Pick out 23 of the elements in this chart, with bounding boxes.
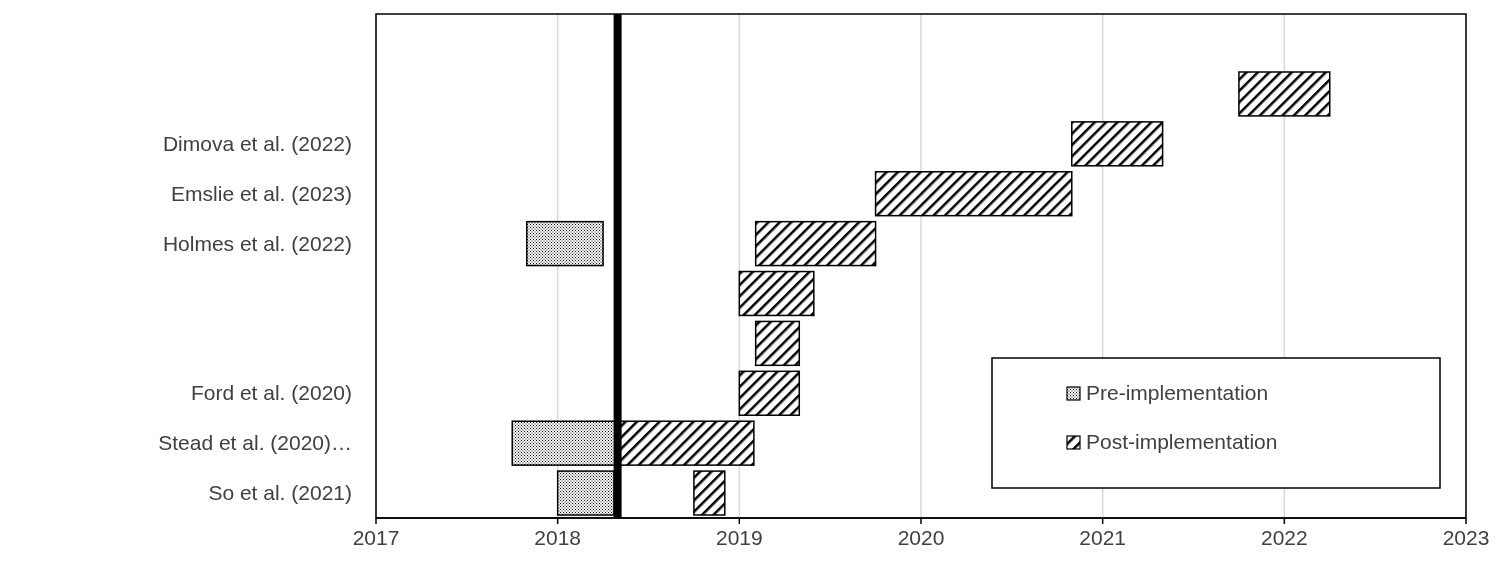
y-tick-label: Stead et al. (2020)… <box>158 431 352 455</box>
bar <box>1238 71 1331 117</box>
x-tick-label: 2023 <box>1442 526 1490 549</box>
bar <box>738 370 801 416</box>
y-tick-label: Holmes et al. (2022) <box>162 231 352 255</box>
x-tick-label: 2018 <box>534 526 582 549</box>
y-tick-label: Dimova et al. (2022) <box>162 131 352 155</box>
y-tick-label: So et al. (2021) <box>208 481 352 505</box>
bar <box>874 171 1073 217</box>
bar <box>754 320 801 367</box>
x-tick-label: 2021 <box>1079 526 1127 549</box>
bar <box>526 220 604 267</box>
x-tick-label: 2022 <box>1260 526 1308 549</box>
y-tick-label: Emslie et al. (2023) <box>171 181 352 205</box>
bar <box>754 220 877 267</box>
bar <box>1071 121 1164 167</box>
legend-label: Pre-implementation <box>1086 381 1269 404</box>
bar <box>738 270 815 317</box>
x-tick-label: 2017 <box>352 526 400 549</box>
x-tick-label: 2020 <box>897 526 945 549</box>
legend-label: Post-implementation <box>1086 430 1278 453</box>
x-tick-label: 2019 <box>715 526 763 549</box>
y-tick-label: Ford et al. (2020) <box>190 381 352 405</box>
